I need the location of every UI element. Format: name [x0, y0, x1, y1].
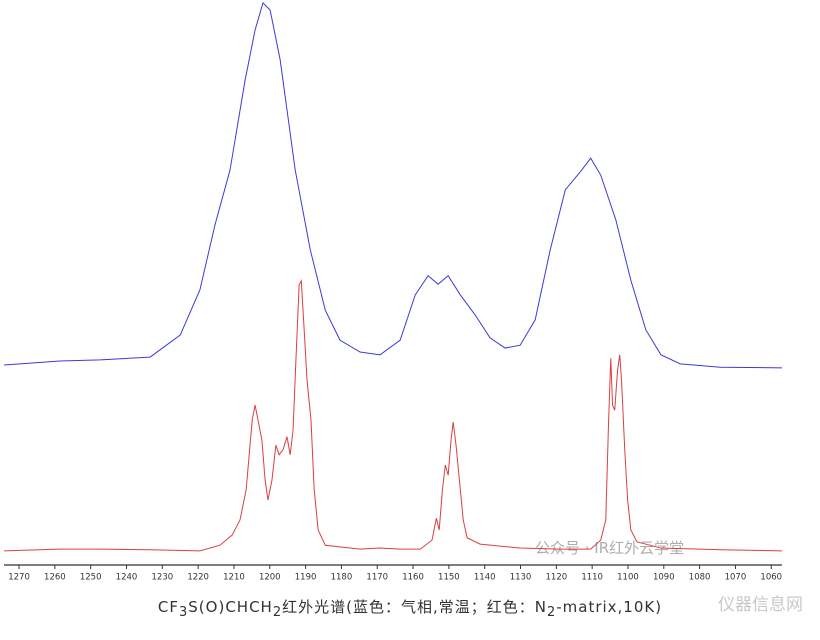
x-tick-label: 1110 — [581, 573, 603, 583]
x-tick-label: 1070 — [725, 573, 747, 583]
x-tick-label: 1270 — [8, 573, 30, 583]
caption-part: S(O)CHCH — [188, 598, 273, 616]
x-tick-label: 1260 — [44, 573, 66, 583]
x-tick-label: 1120 — [546, 573, 568, 583]
x-tick-label: 1160 — [402, 573, 424, 583]
caption-part: -matrix,10K) — [556, 598, 662, 616]
x-tick-label: 1060 — [760, 573, 782, 583]
x-tick-label: 1140 — [474, 573, 496, 583]
x-tick-label: 1190 — [295, 573, 317, 583]
x-tick-label: 1170 — [366, 573, 388, 583]
x-tick-label: 1230 — [152, 573, 174, 583]
x-tick-label: 1090 — [653, 573, 675, 583]
x-tick-label: 1250 — [80, 573, 102, 583]
spectrum-line — [3, 1, 783, 369]
x-tick-label: 1100 — [617, 573, 639, 583]
caption-part: 红外光谱(蓝色：气相,常温；红色：N — [282, 598, 547, 616]
x-tick-label: 1220 — [187, 573, 209, 583]
caption: CF3S(O)CHCH2红外光谱(蓝色：气相,常温；红色：N2-matrix,1… — [158, 598, 662, 620]
x-tick-label: 1180 — [331, 573, 353, 583]
x-tick-label: 1150 — [438, 573, 460, 583]
caption-subscript: 2 — [273, 605, 282, 620]
x-tick-label: 1200 — [259, 573, 281, 583]
x-tick-label: 1210 — [223, 573, 245, 583]
caption-subscript: 2 — [547, 605, 556, 620]
x-tick-label: 1080 — [689, 573, 711, 583]
spectrum-line — [3, 279, 783, 552]
watermark: 公众号 · IR红外云学堂 — [535, 539, 684, 557]
caption-subscript: 3 — [179, 605, 188, 620]
x-tick-label: 1130 — [510, 573, 532, 583]
caption-part: CF — [158, 598, 179, 616]
x-tick-label: 1240 — [116, 573, 138, 583]
watermark: 仪器信息网 — [718, 595, 803, 615]
